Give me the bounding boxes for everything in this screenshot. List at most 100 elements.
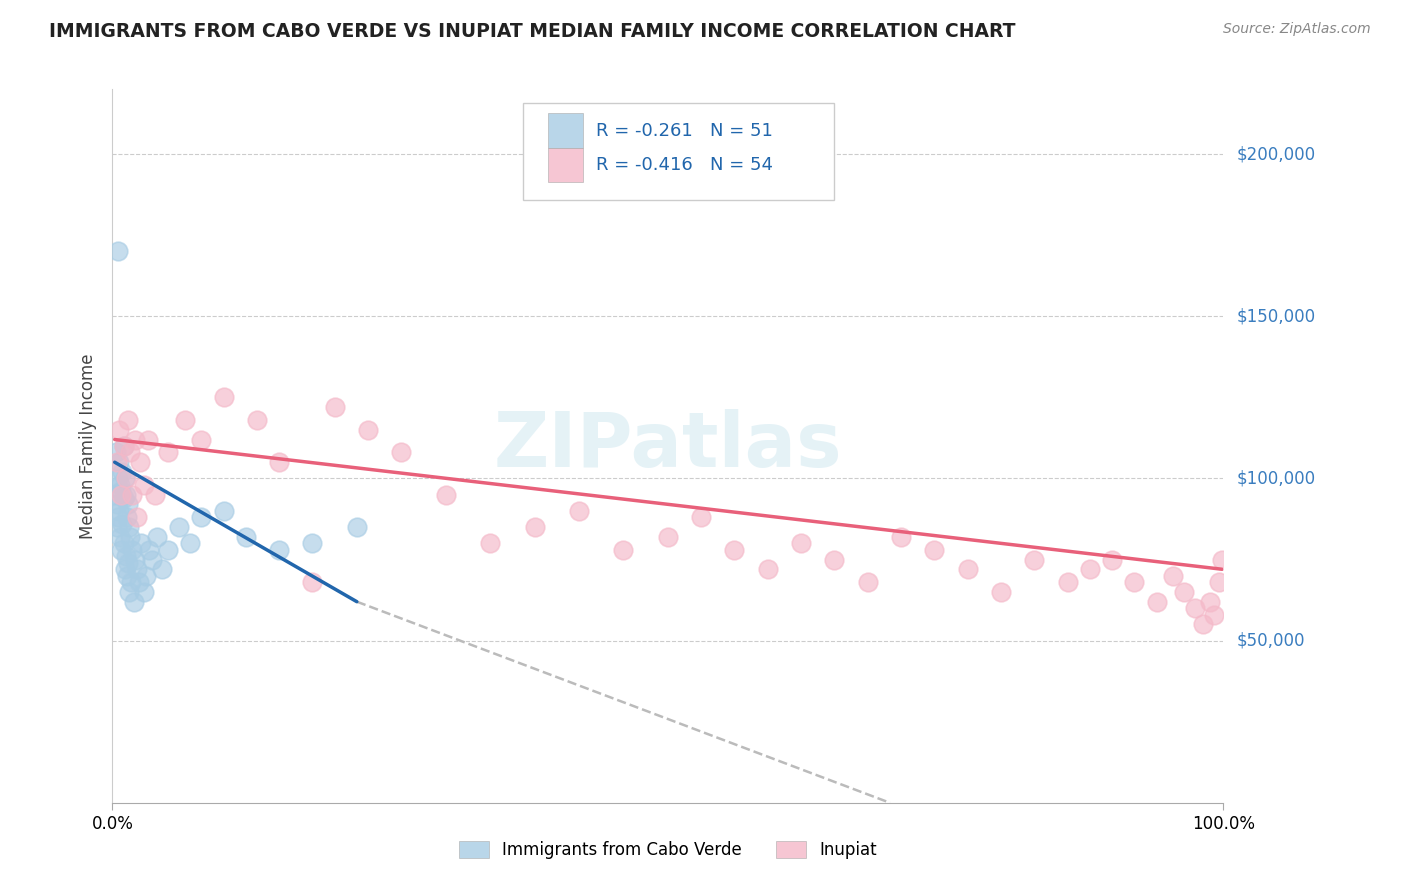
Point [117,556,139,570]
Point [107,510,129,524]
FancyBboxPatch shape [523,103,835,200]
Point [107,244,129,259]
Point [114,562,136,576]
Text: $50,000: $50,000 [1237,632,1306,649]
Point [110,542,132,557]
Point [723,542,745,557]
Text: R = -0.261   N = 51: R = -0.261 N = 51 [596,121,772,139]
Point [824,552,846,566]
Point [112,491,135,505]
Point [117,497,139,511]
Point [110,478,132,492]
Point [131,536,153,550]
Y-axis label: Median Family Income: Median Family Income [79,353,97,539]
Point [104,488,127,502]
Point [1056,575,1078,590]
Point [138,542,160,557]
Point [434,488,457,502]
Point [110,484,132,499]
Point [568,504,591,518]
Point [157,445,180,459]
Text: $150,000: $150,000 [1237,307,1316,326]
Point [107,471,129,485]
Point [1161,568,1184,582]
Bar [548,148,583,182]
Point [124,433,146,447]
Point [190,510,212,524]
Point [105,520,128,534]
Text: $200,000: $200,000 [1237,145,1316,163]
Point [108,455,131,469]
Point [389,445,412,459]
Point [128,575,150,590]
Point [612,542,634,557]
Point [114,488,136,502]
Point [132,585,155,599]
Point [114,471,136,485]
Point [121,488,143,502]
Point [135,568,157,582]
Point [235,530,257,544]
Point [479,536,502,550]
Point [1199,595,1222,609]
Point [1101,552,1123,566]
Point [114,549,136,564]
Text: Source: ZipAtlas.com: Source: ZipAtlas.com [1223,22,1371,37]
Point [143,488,166,502]
Point [110,530,132,544]
Point [125,562,148,576]
Point [1211,552,1233,566]
Point [112,439,135,453]
Point [108,504,131,518]
Point [246,413,269,427]
Point [122,595,145,609]
Point [657,530,679,544]
Point [212,390,235,404]
Point [1184,601,1206,615]
Point [167,520,190,534]
Point [118,585,141,599]
Point [117,413,139,427]
Legend: Immigrants from Cabo Verde, Inupiat: Immigrants from Cabo Verde, Inupiat [453,834,883,866]
Point [112,536,135,550]
Point [323,400,346,414]
Point [357,423,380,437]
Point [212,504,235,518]
Point [523,520,546,534]
Point [120,575,142,590]
Point [120,445,142,459]
Point [1146,595,1168,609]
Point [179,536,201,550]
Point [104,445,127,459]
Point [108,423,131,437]
Point [1173,585,1195,599]
Point [756,562,779,576]
Point [790,536,813,550]
Point [990,585,1012,599]
Point [267,542,291,557]
Text: IMMIGRANTS FROM CABO VERDE VS INUPIAT MEDIAN FAMILY INCOME CORRELATION CHART: IMMIGRANTS FROM CABO VERDE VS INUPIAT ME… [49,22,1015,41]
Bar [548,113,583,148]
Point [105,455,128,469]
Point [173,413,195,427]
Point [267,455,291,469]
Point [111,465,134,479]
Point [115,568,138,582]
Point [1192,617,1215,632]
Point [141,552,163,566]
Point [890,530,912,544]
Point [1078,562,1101,576]
Point [105,497,128,511]
Point [190,433,212,447]
Point [346,520,368,534]
Point [146,530,169,544]
Point [924,542,946,557]
Point [301,536,323,550]
Point [690,510,713,524]
Point [132,478,155,492]
Point [1123,575,1146,590]
Point [1024,552,1046,566]
Point [118,520,141,534]
Text: ZIPatlas: ZIPatlas [494,409,842,483]
Point [301,575,323,590]
